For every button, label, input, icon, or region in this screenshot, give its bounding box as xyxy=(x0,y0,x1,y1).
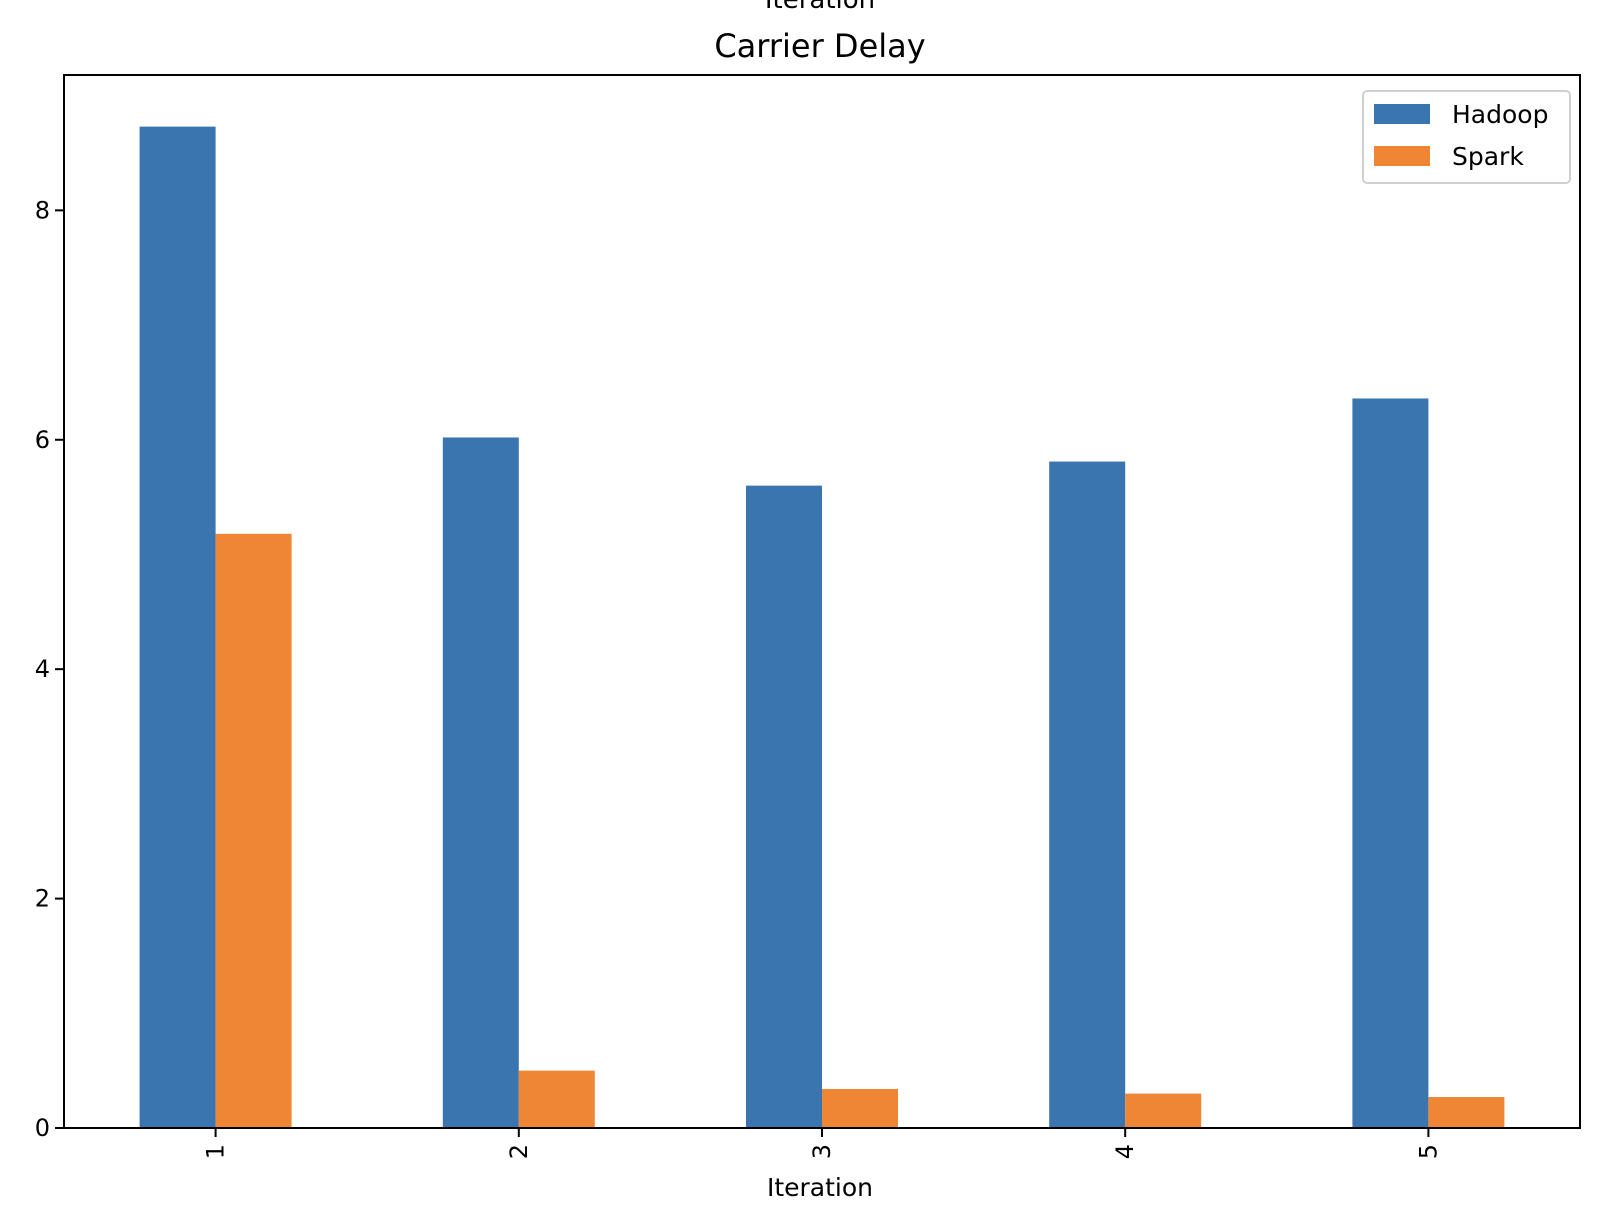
y-tick-label-2: 2 xyxy=(35,885,50,913)
bar-spark-2 xyxy=(518,1070,595,1128)
chart-title: Carrier Delay xyxy=(714,27,925,65)
y-tick-label-0: 0 xyxy=(35,1114,50,1142)
y-tick-label-4: 4 xyxy=(35,655,50,683)
plot-area xyxy=(139,126,1505,1128)
x-tick-label-1: 1 xyxy=(202,1144,230,1159)
legend-swatch-hadoop xyxy=(1374,104,1430,124)
bar-spark-3 xyxy=(822,1089,898,1128)
bar-hadoop-4 xyxy=(1049,461,1126,1128)
bar-hadoop-3 xyxy=(746,485,822,1128)
bar-hadoop-5 xyxy=(1352,398,1429,1128)
x-tick-label-4: 4 xyxy=(1111,1144,1139,1159)
legend-label-spark: Spark xyxy=(1452,142,1524,171)
x-tick-label-2: 2 xyxy=(505,1144,533,1159)
bar-spark-5 xyxy=(1428,1097,1505,1128)
x-tick-label-3: 3 xyxy=(808,1144,836,1159)
x-tick-label-5: 5 xyxy=(1414,1144,1442,1159)
bar-hadoop-2 xyxy=(442,437,519,1128)
x-axis-label: Iteration xyxy=(767,1173,873,1202)
bar-spark-4 xyxy=(1125,1093,1202,1128)
bar-hadoop-1 xyxy=(139,126,216,1128)
legend-swatch-spark xyxy=(1374,146,1430,166)
y-tick-label-8: 8 xyxy=(35,196,50,224)
y-tick-label-6: 6 xyxy=(35,426,50,454)
legend: Hadoop Spark xyxy=(1362,90,1571,184)
top-cut-label: Iteration xyxy=(765,0,875,15)
legend-label-hadoop: Hadoop xyxy=(1452,100,1548,129)
bar-spark-1 xyxy=(215,533,292,1128)
axes: 0 2 4 6 8 1 2 3 4 5 xyxy=(35,196,1443,1159)
